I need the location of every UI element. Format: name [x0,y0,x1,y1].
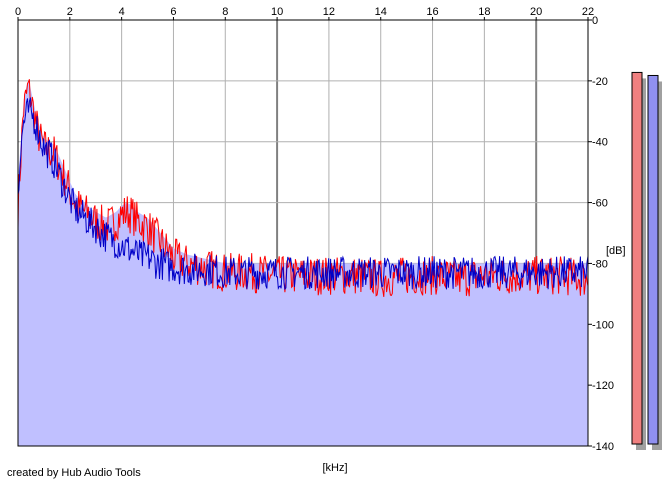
series-line-right [17,97,589,291]
y-axis-label: [dB] [606,245,626,257]
level-meter-right [647,74,659,445]
x-tick-label: 22 [582,6,594,18]
level-meter-left [631,71,643,445]
x-tick-label: 6 [170,6,176,18]
y-tick-label: -60 [592,198,608,210]
series-line-left [17,79,589,297]
x-tick-label: 4 [119,6,125,18]
x-tick-label: 14 [375,6,387,18]
plot-border [17,19,589,447]
x-tick-label: 20 [530,6,542,18]
x-tick-label: 8 [222,6,228,18]
x-tick-labels: 0 2 4 6 8 10 12 14 16 18 20 22 [15,6,594,18]
x-tick-label: 18 [478,6,490,18]
x-tick-label: 12 [323,6,335,18]
y-tick-label: -20 [592,76,608,88]
x-tick-label: 2 [67,6,73,18]
plot-frame [17,17,592,447]
y-tick-label: -80 [592,258,608,270]
x-axis-label: [kHz] [322,462,347,474]
x-tick-label: 16 [426,6,438,18]
y-tick-labels: 0 -20 -40 -60 -80 -100 -120 -140 [592,15,614,453]
x-tick-label: 10 [271,6,283,18]
series-lines [17,79,589,297]
y-tick-label: -100 [592,319,614,331]
credit-text: created by Hub Audio Tools [7,467,141,479]
y-tick-label: 0 [592,15,598,27]
x-tick-label: 0 [15,6,21,18]
y-tick-label: -120 [592,380,614,392]
level-meters [631,71,662,450]
y-tick-label: -40 [592,137,608,149]
y-tick-label: -140 [592,441,614,453]
